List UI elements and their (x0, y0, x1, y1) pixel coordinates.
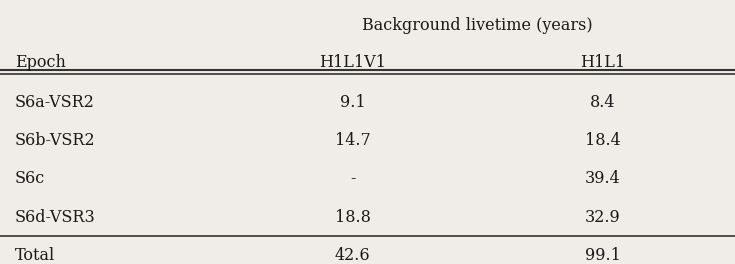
Text: 8.4: 8.4 (590, 94, 615, 111)
Text: 99.1: 99.1 (585, 247, 620, 264)
Text: 32.9: 32.9 (585, 209, 620, 226)
Text: Epoch: Epoch (15, 54, 65, 71)
Text: S6d-VSR3: S6d-VSR3 (15, 209, 96, 226)
Text: 14.7: 14.7 (335, 132, 370, 149)
Text: 18.4: 18.4 (585, 132, 620, 149)
Text: H1L1V1: H1L1V1 (320, 54, 386, 71)
Text: 39.4: 39.4 (585, 171, 620, 187)
Text: H1L1: H1L1 (580, 54, 625, 71)
Text: Total: Total (15, 247, 55, 264)
Text: S6b-VSR2: S6b-VSR2 (15, 132, 96, 149)
Text: S6a-VSR2: S6a-VSR2 (15, 94, 95, 111)
Text: 42.6: 42.6 (335, 247, 370, 264)
Text: -: - (350, 171, 356, 187)
Text: 18.8: 18.8 (335, 209, 370, 226)
Text: Background livetime (years): Background livetime (years) (362, 17, 593, 34)
Text: 9.1: 9.1 (340, 94, 365, 111)
Text: S6c: S6c (15, 171, 45, 187)
